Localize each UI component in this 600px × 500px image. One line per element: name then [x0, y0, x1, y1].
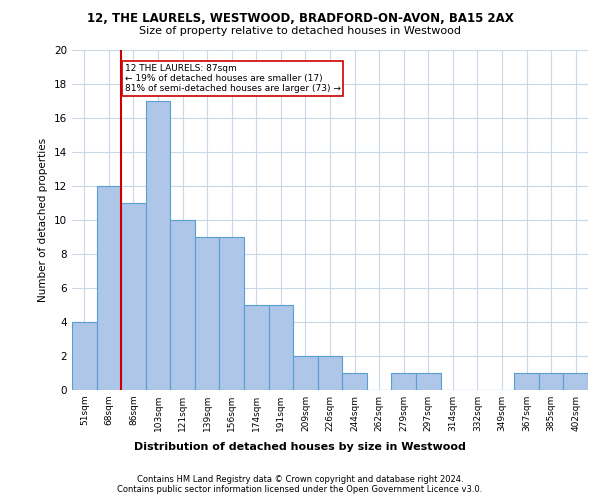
Bar — [293, 356, 318, 390]
Text: Size of property relative to detached houses in Westwood: Size of property relative to detached ho… — [139, 26, 461, 36]
Bar — [72, 322, 97, 390]
Bar — [269, 305, 293, 390]
Text: 12 THE LAURELS: 87sqm
← 19% of detached houses are smaller (17)
81% of semi-deta: 12 THE LAURELS: 87sqm ← 19% of detached … — [125, 64, 341, 94]
Bar — [195, 237, 220, 390]
Bar — [97, 186, 121, 390]
Bar — [318, 356, 342, 390]
Bar — [121, 203, 146, 390]
Bar — [244, 305, 269, 390]
Bar — [539, 373, 563, 390]
Text: 12, THE LAURELS, WESTWOOD, BRADFORD-ON-AVON, BA15 2AX: 12, THE LAURELS, WESTWOOD, BRADFORD-ON-A… — [86, 12, 514, 26]
Bar — [342, 373, 367, 390]
Y-axis label: Number of detached properties: Number of detached properties — [38, 138, 49, 302]
Text: Distribution of detached houses by size in Westwood: Distribution of detached houses by size … — [134, 442, 466, 452]
Bar — [170, 220, 195, 390]
Bar — [146, 101, 170, 390]
Bar — [416, 373, 440, 390]
Text: Contains HM Land Registry data © Crown copyright and database right 2024.: Contains HM Land Registry data © Crown c… — [137, 475, 463, 484]
Text: Contains public sector information licensed under the Open Government Licence v3: Contains public sector information licen… — [118, 485, 482, 494]
Bar — [514, 373, 539, 390]
Bar — [220, 237, 244, 390]
Bar — [391, 373, 416, 390]
Bar — [563, 373, 588, 390]
